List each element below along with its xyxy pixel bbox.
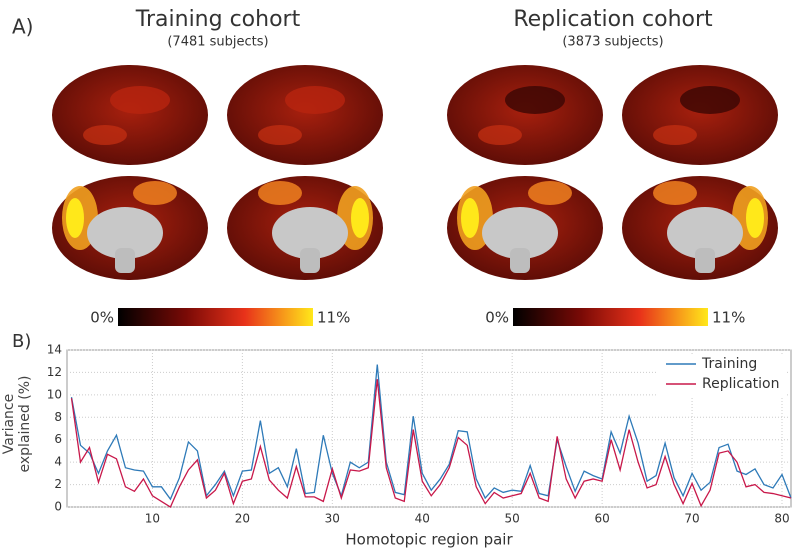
- brain-patch: [653, 125, 697, 145]
- cohort-title: Replication cohort: [513, 7, 713, 32]
- brain-lateral: [622, 65, 778, 165]
- colorbar-label: 11%: [317, 309, 350, 327]
- y-axis-label: Variance explained (%): [1, 375, 33, 473]
- x-tick-label: 50: [505, 512, 520, 526]
- colorbar: [513, 308, 708, 326]
- brain-patch: [746, 198, 764, 238]
- medial-wall: [87, 207, 163, 259]
- y-tick-label: 6: [54, 432, 62, 446]
- brainstem: [300, 248, 320, 273]
- legend-label: Training: [701, 356, 757, 372]
- brain-patch: [110, 86, 170, 114]
- x-tick-label: 70: [684, 512, 699, 526]
- brain-patch: [258, 181, 302, 205]
- brainstem: [115, 248, 135, 273]
- colorbar-label: 0%: [485, 309, 509, 327]
- x-tick-label: 20: [235, 512, 250, 526]
- brain-patch: [351, 198, 369, 238]
- brain-patch: [285, 86, 345, 114]
- medial-wall: [482, 207, 558, 259]
- x-tick-label: 10: [145, 512, 160, 526]
- brain-patch: [478, 125, 522, 145]
- legend-box: [658, 354, 786, 396]
- y-tick-label: 2: [54, 477, 62, 491]
- y-tick-label: 14: [47, 343, 62, 357]
- medial-wall: [272, 207, 348, 259]
- brain-patch: [505, 86, 565, 114]
- brain-lateral: [227, 65, 383, 165]
- y-tick-label: 12: [47, 365, 62, 379]
- brain-patch: [258, 125, 302, 145]
- brain-patch: [133, 181, 177, 205]
- x-axis-label: Homotopic region pair: [345, 531, 513, 549]
- x-tick-label: 40: [415, 512, 430, 526]
- series-line: [70, 364, 792, 501]
- cohort-subtitle: (7481 subjects): [167, 35, 268, 50]
- colorbar: [118, 308, 313, 326]
- x-tick-label: 60: [594, 512, 609, 526]
- series-line: [70, 379, 792, 508]
- brain-patch: [653, 181, 697, 205]
- medial-wall: [667, 207, 743, 259]
- brain-patch: [461, 198, 479, 238]
- panel-label: A): [12, 15, 33, 39]
- y-tick-label: 10: [47, 387, 62, 401]
- cohort-subtitle: (3873 subjects): [562, 35, 663, 50]
- y-tick-label: 4: [54, 455, 62, 469]
- brainstem: [510, 248, 530, 273]
- legend-label: Replication: [702, 376, 779, 392]
- colorbar-label: 0%: [90, 309, 114, 327]
- x-tick-label: 30: [325, 512, 340, 526]
- brain-lateral: [52, 65, 208, 165]
- y-tick-label: 8: [54, 410, 62, 424]
- brain-patch: [66, 198, 84, 238]
- cohort-title: Training cohort: [135, 7, 301, 32]
- y-tick-label: 0: [54, 500, 62, 514]
- brain-patch: [83, 125, 127, 145]
- x-tick-label: 80: [774, 512, 789, 526]
- brainstem: [695, 248, 715, 273]
- brain-patch: [528, 181, 572, 205]
- panel-label: B): [12, 331, 31, 352]
- brain-lateral: [447, 65, 603, 165]
- brain-patch: [680, 86, 740, 114]
- colorbar-label: 11%: [712, 309, 745, 327]
